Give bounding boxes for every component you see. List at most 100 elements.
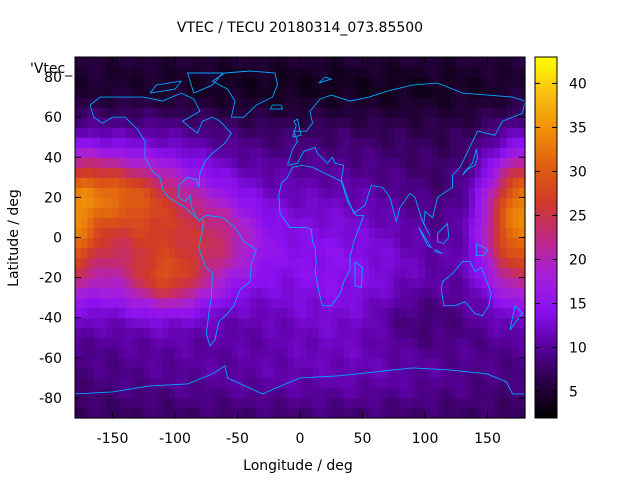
heatmap-cell bbox=[362, 307, 370, 319]
heatmap-cell bbox=[375, 127, 382, 138]
heatmap-cell bbox=[481, 347, 489, 359]
heatmap-cell bbox=[156, 117, 164, 128]
heatmap-cell bbox=[193, 397, 201, 409]
heatmap-cell bbox=[200, 87, 207, 98]
heatmap-cell bbox=[518, 157, 526, 168]
heatmap-cell bbox=[368, 367, 376, 379]
heatmap-cell bbox=[187, 237, 195, 249]
heatmap-cell bbox=[312, 67, 320, 78]
heatmap-cell bbox=[418, 397, 426, 409]
heatmap-cell bbox=[206, 267, 214, 279]
heatmap-cell bbox=[212, 187, 220, 198]
heatmap-cell bbox=[281, 227, 289, 239]
heatmap-cell bbox=[181, 147, 189, 158]
heatmap-cell bbox=[256, 157, 264, 168]
heatmap-cell bbox=[325, 187, 332, 198]
heatmap-cell bbox=[143, 137, 151, 148]
heatmap-cell bbox=[362, 157, 370, 168]
heatmap-cell bbox=[368, 317, 376, 329]
heatmap-cell bbox=[81, 257, 89, 269]
heatmap-cell bbox=[262, 167, 270, 178]
heatmap-cell bbox=[293, 337, 301, 349]
heatmap-cell bbox=[337, 367, 345, 379]
heatmap-cell bbox=[300, 407, 307, 419]
heatmap-cell bbox=[181, 67, 189, 78]
heatmap-cell bbox=[356, 407, 364, 419]
heatmap-cell bbox=[406, 147, 414, 158]
heatmap-cell bbox=[362, 327, 370, 339]
heatmap-cell bbox=[512, 277, 520, 289]
heatmap-cell bbox=[162, 87, 170, 98]
heatmap-cell bbox=[475, 377, 482, 389]
heatmap-cell bbox=[512, 117, 520, 128]
heatmap-cell bbox=[125, 237, 132, 249]
heatmap-cell bbox=[125, 397, 132, 409]
heatmap-cell bbox=[206, 347, 214, 359]
heatmap-cell bbox=[400, 77, 407, 88]
heatmap-cell bbox=[187, 327, 195, 339]
heatmap-cell bbox=[456, 327, 464, 339]
heatmap-cell bbox=[362, 97, 370, 108]
heatmap-cell bbox=[493, 347, 501, 359]
heatmap-cell bbox=[393, 187, 401, 198]
heatmap-cell bbox=[200, 177, 207, 188]
heatmap-cell bbox=[456, 197, 464, 209]
heatmap-cell bbox=[518, 187, 526, 198]
heatmap-cell bbox=[200, 187, 207, 198]
heatmap-cell bbox=[356, 77, 364, 88]
heatmap-cell bbox=[262, 347, 270, 359]
heatmap-cell bbox=[293, 367, 301, 379]
heatmap-cell bbox=[87, 67, 95, 78]
heatmap-cell bbox=[225, 317, 232, 329]
heatmap-cell bbox=[406, 97, 414, 108]
heatmap-cell bbox=[237, 227, 245, 239]
y-tick-label: 40 bbox=[44, 150, 62, 166]
heatmap-cell bbox=[493, 307, 501, 319]
heatmap-cell bbox=[393, 217, 401, 229]
heatmap-cell bbox=[362, 57, 370, 68]
heatmap-cell bbox=[350, 387, 357, 399]
heatmap-cell bbox=[256, 117, 264, 128]
heatmap-cell bbox=[193, 267, 201, 279]
heatmap-cell bbox=[350, 127, 357, 138]
heatmap-cell bbox=[106, 307, 114, 319]
heatmap-cell bbox=[456, 97, 464, 108]
heatmap-cell bbox=[387, 287, 395, 299]
heatmap-cell bbox=[362, 127, 370, 138]
heatmap-cell bbox=[362, 277, 370, 289]
heatmap-cell bbox=[275, 177, 282, 188]
heatmap-cell bbox=[406, 137, 414, 148]
heatmap-cell bbox=[493, 157, 501, 168]
heatmap-cell bbox=[287, 167, 295, 178]
heatmap-cell bbox=[200, 317, 207, 329]
heatmap-cell bbox=[250, 367, 257, 379]
heatmap-cell bbox=[443, 147, 451, 158]
heatmap-cell bbox=[443, 97, 451, 108]
heatmap-cell bbox=[125, 297, 132, 309]
heatmap-cell bbox=[187, 377, 195, 389]
heatmap-cell bbox=[481, 67, 489, 78]
heatmap-cell bbox=[356, 137, 364, 148]
heatmap-cell bbox=[500, 407, 507, 419]
heatmap-cell bbox=[387, 367, 395, 379]
heatmap-cell bbox=[87, 87, 95, 98]
heatmap-cell bbox=[368, 137, 376, 148]
heatmap-cell bbox=[468, 127, 476, 138]
heatmap-cell bbox=[268, 327, 276, 339]
heatmap-cell bbox=[375, 237, 382, 249]
heatmap-cell bbox=[100, 57, 107, 68]
heatmap-cell bbox=[325, 327, 332, 339]
heatmap-cell bbox=[156, 377, 164, 389]
heatmap-cell bbox=[250, 257, 257, 269]
heatmap-cell bbox=[181, 297, 189, 309]
heatmap-cell bbox=[225, 287, 232, 299]
heatmap-cell bbox=[381, 397, 389, 409]
heatmap-cell bbox=[331, 117, 339, 128]
heatmap-cell bbox=[500, 337, 507, 349]
heatmap-cell bbox=[456, 127, 464, 138]
heatmap-cell bbox=[356, 227, 364, 239]
heatmap-cell bbox=[437, 67, 445, 78]
heatmap-cell bbox=[187, 257, 195, 269]
heatmap-cell bbox=[300, 117, 307, 128]
heatmap-cell bbox=[368, 307, 376, 319]
